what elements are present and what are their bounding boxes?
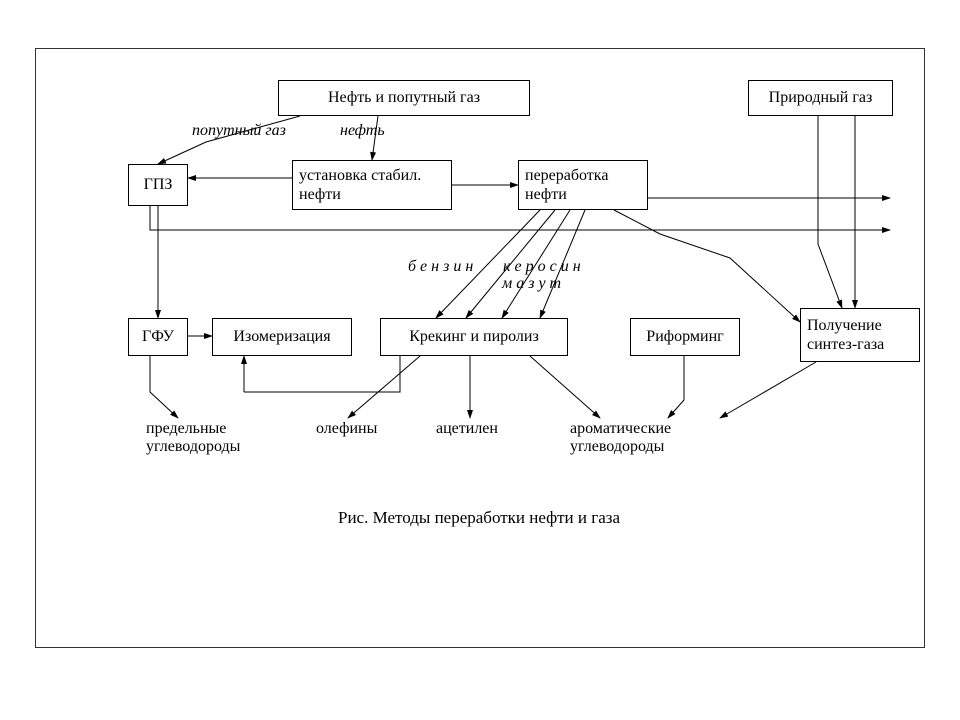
diagram-stage: Нефть и попутный газ Природный газ ГПЗ у… xyxy=(0,0,960,720)
edge-label-mazut: м а з у т xyxy=(502,275,561,293)
output-acetylene: ацетилен xyxy=(436,420,498,438)
node-isomerization: Изомеризация xyxy=(212,318,352,356)
node-reforming: Риформинг xyxy=(630,318,740,356)
node-natural-gas: Природный газ xyxy=(748,80,893,116)
node-label: Нефть и попутный газ xyxy=(328,88,480,107)
edge xyxy=(818,116,842,308)
node-label: Получение синтез-газа xyxy=(807,316,919,354)
node-gfu: ГФУ xyxy=(128,318,188,356)
node-label: ГПЗ xyxy=(144,175,173,194)
node-cracking: Крекинг и пиролиз xyxy=(380,318,568,356)
node-syngas: Получение синтез-газа xyxy=(800,308,920,362)
edge-label-kerosene: к е р о с и н xyxy=(503,258,581,276)
node-label: переработка нефти xyxy=(525,166,647,204)
edge xyxy=(668,356,684,418)
edge-label-oil: нефть xyxy=(340,122,385,140)
figure-caption: Рис. Методы переработки нефти и газа xyxy=(338,508,620,528)
output-olefins: олефины xyxy=(316,420,377,438)
edge xyxy=(614,210,800,322)
output-aromatic-hc: ароматические углеводороды xyxy=(570,420,730,456)
edge xyxy=(150,356,178,418)
edge xyxy=(720,362,816,418)
node-stabilization: установка стабил. нефти xyxy=(292,160,452,210)
node-label: Крекинг и пиролиз xyxy=(409,327,539,346)
node-gpz: ГПЗ xyxy=(128,164,188,206)
edge xyxy=(530,356,600,418)
edge xyxy=(348,356,420,418)
node-oil-and-gas: Нефть и попутный газ xyxy=(278,80,530,116)
edge-label-associated-gas: попутный газ xyxy=(192,122,286,140)
edge-label-gasoline: б е н з и н xyxy=(408,258,473,276)
edge xyxy=(244,356,400,392)
node-label: Природный газ xyxy=(769,88,873,107)
node-label: Изомеризация xyxy=(233,327,330,346)
output-saturated-hc: предельные углеводороды xyxy=(146,420,286,456)
node-processing: переработка нефти xyxy=(518,160,648,210)
node-label: установка стабил. нефти xyxy=(299,166,451,204)
node-label: ГФУ xyxy=(142,327,174,346)
node-label: Риформинг xyxy=(646,327,723,346)
